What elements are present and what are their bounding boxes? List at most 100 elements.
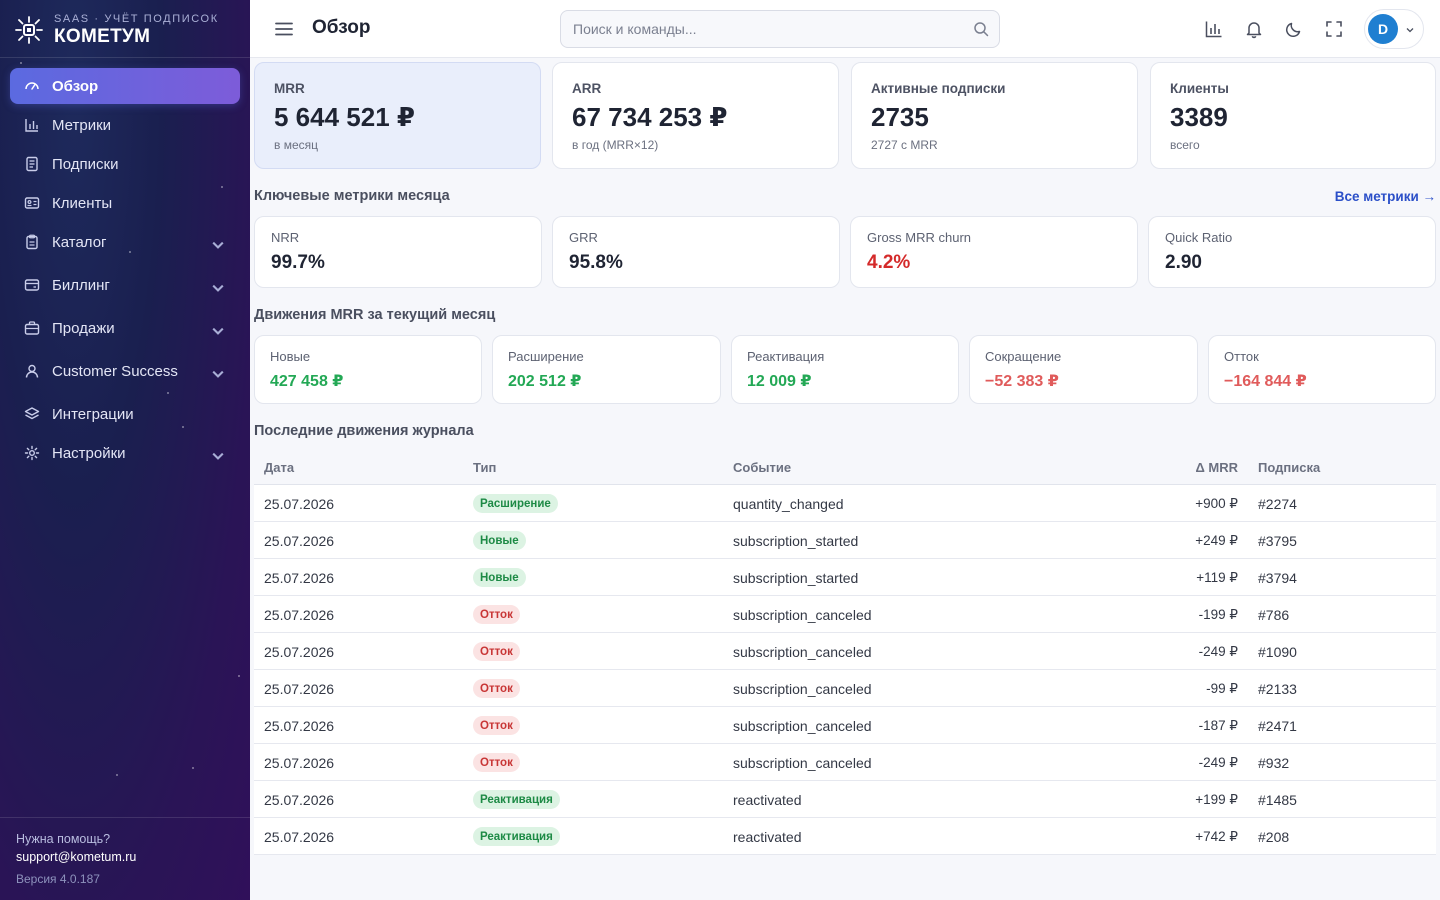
type-badge: Расширение xyxy=(473,494,558,513)
bell-icon[interactable] xyxy=(1244,19,1264,39)
sidebar-item-catalog[interactable]: Каталог xyxy=(10,224,240,260)
table-row[interactable]: 25.07.2026 Отток subscription_canceled -199… xyxy=(254,596,1436,633)
table-row[interactable]: 25.07.2026 Новые subscription_started +119 … xyxy=(254,559,1436,596)
sidebar-item-sales[interactable]: Продажи xyxy=(10,310,240,346)
movement-value: −164 844 ₽ xyxy=(1224,373,1307,390)
table-row[interactable]: 25.07.2026 Отток subscription_canceled -249… xyxy=(254,633,1436,670)
cell-date: 25.07.2026 xyxy=(264,570,335,586)
cell-delta-mrr: -99 ₽ xyxy=(1206,681,1238,696)
column-header-event[interactable]: Событие xyxy=(733,460,792,475)
cell-subscription-link[interactable]: #1090 xyxy=(1258,644,1297,660)
cell-subscription-link[interactable]: #2274 xyxy=(1258,496,1297,512)
movement-value: −52 383 ₽ xyxy=(985,373,1059,390)
metric-card-gross-mrr-churn[interactable]: Gross MRR churn 4.2% xyxy=(850,216,1138,288)
movement-card-expansion[interactable]: Расширение 202 512 ₽ xyxy=(492,335,721,404)
user-menu[interactable]: D xyxy=(1364,9,1424,49)
sidebar-item-customer-success[interactable]: Customer Success xyxy=(10,353,240,389)
cell-event: subscription_canceled xyxy=(733,681,872,697)
metric-value: 2.90 xyxy=(1165,252,1202,273)
star-decoration xyxy=(221,186,223,188)
movement-card-churn[interactable]: Отток −164 844 ₽ xyxy=(1208,335,1436,404)
star-decoration xyxy=(167,392,169,394)
cell-delta-mrr: -187 ₽ xyxy=(1198,718,1238,733)
cell-event: reactivated xyxy=(733,792,802,808)
kpi-value: 5 644 521 ₽ xyxy=(274,102,415,132)
column-header-date[interactable]: Дата xyxy=(264,460,295,475)
movement-card-new[interactable]: Новые 427 458 ₽ xyxy=(254,335,482,404)
brand-name: КОМЕТУМ xyxy=(54,25,151,47)
chevron-down-icon xyxy=(212,241,224,249)
cell-subscription-link[interactable]: #2471 xyxy=(1258,718,1297,734)
cell-subscription-link[interactable]: #1485 xyxy=(1258,792,1297,808)
type-badge: Отток xyxy=(473,642,520,661)
movement-card-contraction[interactable]: Сокращение −52 383 ₽ xyxy=(969,335,1198,404)
sidebar-item-label: Каталог xyxy=(52,233,107,251)
support-email-link[interactable]: support@kometum.ru xyxy=(16,850,137,864)
metric-label: Gross MRR churn xyxy=(867,230,972,245)
menu-icon[interactable] xyxy=(274,19,294,39)
movement-label: Отток xyxy=(1224,349,1259,364)
cell-subscription-link[interactable]: #3795 xyxy=(1258,533,1297,549)
search-icon[interactable] xyxy=(973,21,989,37)
clipboard-icon xyxy=(26,234,38,250)
movement-card-reactivation[interactable]: Реактивация 12 009 ₽ xyxy=(731,335,959,404)
cell-subscription-link[interactable]: #2133 xyxy=(1258,681,1297,697)
movement-value: 427 458 ₽ xyxy=(270,373,344,390)
sidebar-item-subscriptions[interactable]: Подписки xyxy=(10,146,240,182)
table-row[interactable]: 25.07.2026 Новые subscription_started +249 … xyxy=(254,522,1436,559)
cell-delta-mrr: -249 ₽ xyxy=(1198,755,1238,770)
cell-subscription-link[interactable]: #932 xyxy=(1258,755,1290,771)
kpi-card-mrr[interactable]: MRR 5 644 521 ₽ в месяц xyxy=(254,62,541,169)
bar-chart-icon[interactable] xyxy=(1204,19,1224,39)
sidebar-item-label: Метрики xyxy=(52,116,112,134)
column-header-type[interactable]: Тип xyxy=(473,460,497,475)
sidebar-item-clients[interactable]: Клиенты xyxy=(10,185,240,221)
cell-subscription-link[interactable]: #208 xyxy=(1258,829,1290,845)
table-row[interactable]: 25.07.2026 Отток subscription_canceled -99 … xyxy=(254,670,1436,707)
all-metrics-link[interactable]: Все метрики → xyxy=(1334,189,1436,204)
table-row[interactable]: 25.07.2026 Отток subscription_canceled -249… xyxy=(254,744,1436,781)
kpi-value: 67 734 253 ₽ xyxy=(572,102,728,132)
column-header-delta-mrr[interactable]: Δ MRR xyxy=(1195,460,1238,475)
search-box xyxy=(560,10,1000,48)
sidebar-item-settings[interactable]: Настройки xyxy=(10,435,240,471)
kpi-card-arr[interactable]: ARR 67 734 253 ₽ в год (MRR×12) xyxy=(552,62,839,169)
movement-value: 202 512 ₽ xyxy=(508,373,582,390)
type-badge: Реактивация xyxy=(473,827,560,846)
cell-date: 25.07.2026 xyxy=(264,533,335,549)
kpi-card-active-subscriptions[interactable]: Активные подписки 2735 2727 с MRR xyxy=(851,62,1138,169)
comet-logo-icon xyxy=(15,16,43,44)
table-row[interactable]: 25.07.2026 Отток subscription_canceled -187… xyxy=(254,707,1436,744)
kpi-label: Активные подписки xyxy=(871,81,1006,96)
table-row[interactable]: 25.07.2026 Реактивация reactivated +199 ₽ #1… xyxy=(254,781,1436,818)
sidebar-footer-divider xyxy=(0,817,250,818)
kpi-value: 3389 xyxy=(1170,102,1228,132)
search-input[interactable] xyxy=(573,11,963,47)
cell-event: subscription_canceled xyxy=(733,755,872,771)
cell-date: 25.07.2026 xyxy=(264,829,335,845)
cell-subscription-link[interactable]: #786 xyxy=(1258,607,1290,623)
avatar[interactable]: D xyxy=(1368,14,1398,44)
type-badge: Отток xyxy=(473,753,520,772)
kpi-card-clients[interactable]: Клиенты 3389 всего xyxy=(1150,62,1436,169)
brand[interactable]: SAAS · УЧЁТ ПОДПИСОК КОМЕТУМ xyxy=(14,10,219,50)
cell-subscription-link[interactable]: #3794 xyxy=(1258,570,1297,586)
cell-delta-mrr: +199 ₽ xyxy=(1195,792,1238,807)
sidebar-item-billing[interactable]: Биллинг xyxy=(10,267,240,303)
column-header-subscription[interactable]: Подписка xyxy=(1258,460,1321,475)
id-card-icon xyxy=(24,197,40,209)
metric-card-grr[interactable]: GRR 95.8% xyxy=(552,216,840,288)
star-decoration xyxy=(20,62,22,64)
table-row[interactable]: 25.07.2026 Расширение quantity_changed +900… xyxy=(254,485,1436,522)
metric-card-nrr[interactable]: NRR 99.7% xyxy=(254,216,542,288)
fullscreen-icon[interactable] xyxy=(1324,19,1344,39)
cell-date: 25.07.2026 xyxy=(264,718,335,734)
brand-subtitle: SAAS · УЧЁТ ПОДПИСОК xyxy=(54,12,219,25)
table-row[interactable]: 25.07.2026 Реактивация reactivated +742 ₽ #2… xyxy=(254,818,1436,855)
sidebar-item-metrics[interactable]: Метрики xyxy=(10,107,240,143)
sidebar-item-label: Настройки xyxy=(52,444,126,462)
sidebar-item-integrations[interactable]: Интеграции xyxy=(10,396,240,432)
metric-card-quick-ratio[interactable]: Quick Ratio 2.90 xyxy=(1148,216,1436,288)
moon-icon[interactable] xyxy=(1284,19,1304,39)
sidebar-item-overview[interactable]: Обзор xyxy=(10,68,240,104)
